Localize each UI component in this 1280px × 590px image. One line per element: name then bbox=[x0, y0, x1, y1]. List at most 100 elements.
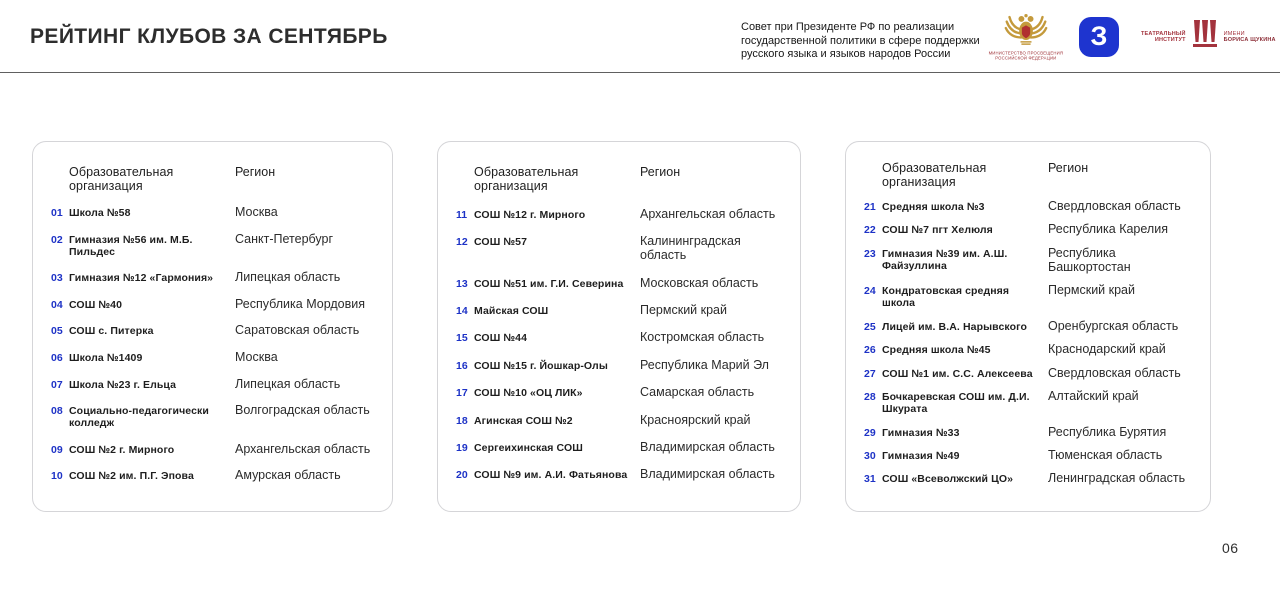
table-row: 15 СОШ №44 Костромская область bbox=[456, 330, 786, 344]
shchukin-institute-logo: ТЕАТРАЛЬНЫЙ ИНСТИТУТ ИМЕНИ bbox=[1141, 19, 1276, 55]
rank-number: 12 bbox=[456, 236, 468, 249]
region-name: Московская область bbox=[640, 275, 759, 290]
organization-name: СОШ №7 пгт Хелюля bbox=[882, 224, 993, 237]
table-row: 17 СОШ №10 «ОЦ ЛИК» Самарская область bbox=[456, 385, 786, 399]
organization-name: СОШ №57 bbox=[474, 236, 528, 249]
region-name: Республика Карелия bbox=[1048, 222, 1168, 237]
organization-name: Агинская СОШ №2 bbox=[474, 414, 573, 427]
organization-name: СОШ №40 bbox=[69, 298, 123, 311]
council-line: государственной политики в сфере поддерж… bbox=[741, 34, 980, 47]
organization-name: Средняя школа №3 bbox=[882, 200, 985, 213]
rank-number: 20 bbox=[456, 469, 468, 482]
table-row: 02 Гимназия №56 им. М.Б. Пильдес Санкт-П… bbox=[51, 232, 378, 258]
rank-number: 16 bbox=[456, 359, 468, 372]
rank-number: 13 bbox=[456, 277, 468, 290]
table-row: 06 Школа №1409 Москва bbox=[51, 350, 378, 364]
rank-number: 23 bbox=[864, 247, 876, 260]
organization-name: Школа №58 bbox=[69, 207, 131, 220]
council-text: Совет при Президенте РФ по реализации го… bbox=[741, 21, 980, 62]
region-name: Республика Марий Эл bbox=[640, 357, 769, 372]
column-header-organization: Образовательная организация bbox=[882, 161, 987, 190]
rank-number: 29 bbox=[864, 426, 876, 439]
table-row: 21 Средняя школа №3 Свердловская область bbox=[864, 199, 1196, 213]
region-name: Оренбургская область bbox=[1048, 318, 1179, 333]
table-row: 01 Школа №58 Москва bbox=[51, 205, 378, 219]
rank-number: 24 bbox=[864, 285, 876, 298]
table-row: 05 СОШ с. Питерка Саратовская область bbox=[51, 323, 378, 337]
table-row: 26 Средняя школа №45 Краснодарский край bbox=[864, 342, 1196, 356]
table-row: 27 СОШ №1 им. С.С. Алексеева Свердловска… bbox=[864, 366, 1196, 380]
organization-name: СОШ «Всеволжский ЦО» bbox=[882, 473, 1014, 486]
region-name: Самарская область bbox=[640, 385, 755, 400]
rating-card: Образовательная организация Регион 01 Шк… bbox=[32, 141, 393, 512]
region-name: Калининградская область bbox=[640, 234, 741, 263]
table-row: 03 Гимназия №12 «Гармония» Липецкая обла… bbox=[51, 270, 378, 284]
organization-name: Гимназия №49 bbox=[882, 449, 960, 462]
rank-number: 18 bbox=[456, 414, 468, 427]
region-name: Пермский край bbox=[1048, 283, 1135, 298]
table-row: 04 СОШ №40 Республика Мордовия bbox=[51, 297, 378, 311]
region-name: Архангельская область bbox=[235, 441, 371, 456]
card-header-row: Образовательная организация Регион bbox=[456, 165, 786, 193]
region-name: Амурская область bbox=[235, 468, 341, 483]
region-name: Свердловская область bbox=[1048, 198, 1181, 213]
table-row: 28 Бочкаревская СОШ им. Д.И. Шкурата Алт… bbox=[864, 389, 1196, 415]
page-title: РЕЙТИНГ КЛУБОВ ЗА СЕНТЯБРЬ bbox=[30, 25, 388, 48]
rank-number: 03 bbox=[51, 272, 63, 285]
rating-card: Образовательная организация Регион 21 Ср… bbox=[845, 141, 1211, 512]
rank-number: 09 bbox=[51, 443, 63, 456]
card-header-row: Образовательная организация Регион bbox=[51, 165, 378, 193]
theater-columns-icon bbox=[1192, 19, 1218, 55]
table-row: 18 Агинская СОШ №2 Красноярский край bbox=[456, 413, 786, 427]
region-name: Тюменская область bbox=[1048, 447, 1163, 462]
page-number: 06 bbox=[1222, 540, 1239, 556]
table-row: 12 СОШ №57 Калининградская область bbox=[456, 234, 786, 262]
z-letter: З bbox=[1090, 20, 1108, 51]
rank-number: 11 bbox=[456, 208, 468, 221]
rank-number: 26 bbox=[864, 344, 876, 357]
rank-number: 17 bbox=[456, 387, 468, 400]
table-row: 25 Лицей им. В.А. Нарывского Оренбургска… bbox=[864, 319, 1196, 333]
organization-name: СОШ №15 г. Йошкар-Олы bbox=[474, 359, 608, 372]
table-row: 30 Гимназия №49 Тюменская область bbox=[864, 448, 1196, 462]
organization-name: СОШ №9 им. А.И. Фатьянова bbox=[474, 469, 628, 482]
table-row: 24 Кондратовская средняя школа Пермский … bbox=[864, 283, 1196, 309]
column-header-region: Регион bbox=[640, 165, 681, 180]
region-name: Липецкая область bbox=[235, 270, 341, 285]
table-row: 11 СОШ №12 г. Мирного Архангельская обла… bbox=[456, 207, 786, 221]
table-row: 14 Майская СОШ Пермский край bbox=[456, 303, 786, 317]
ministry-logo-caption: МИНИСТЕРСТВО ПРОСВЕЩЕНИЯ РОССИЙСКОЙ ФЕДЕ… bbox=[988, 50, 1064, 61]
rank-number: 27 bbox=[864, 367, 876, 380]
organization-name: СОШ №51 им. Г.И. Северина bbox=[474, 277, 624, 290]
ministry-logo: МИНИСТЕРСТВО ПРОСВЕЩЕНИЯ РОССИЙСКОЙ ФЕДЕ… bbox=[989, 12, 1063, 62]
rating-card: Образовательная организация Регион 11 СО… bbox=[437, 141, 801, 512]
region-name: Республика Мордовия bbox=[235, 296, 365, 311]
rank-number: 05 bbox=[51, 325, 63, 338]
organization-name: Гимназия №12 «Гармония» bbox=[69, 272, 214, 285]
rank-number: 14 bbox=[456, 305, 468, 318]
rank-number: 07 bbox=[51, 378, 63, 391]
organization-name: Бочкаревская СОШ им. Д.И. Шкурата bbox=[882, 391, 1030, 416]
region-name: Москва bbox=[235, 350, 278, 365]
rank-number: 01 bbox=[51, 207, 63, 220]
table-row: 13 СОШ №51 им. Г.И. Северина Московская … bbox=[456, 276, 786, 290]
rank-number: 15 bbox=[456, 332, 468, 345]
region-name: Архангельская область bbox=[640, 206, 776, 221]
rank-number: 19 bbox=[456, 442, 468, 455]
region-name: Санкт-Петербург bbox=[235, 231, 334, 246]
organization-name: СОШ №44 bbox=[474, 332, 528, 345]
rank-number: 31 bbox=[864, 473, 876, 486]
region-name: Республика Башкортостан bbox=[1048, 245, 1131, 274]
organization-name: СОШ №10 «ОЦ ЛИК» bbox=[474, 387, 583, 400]
region-name: Красноярский край bbox=[640, 412, 751, 427]
region-name: Ленинградская область bbox=[1048, 471, 1186, 486]
rank-number: 02 bbox=[51, 233, 63, 246]
organization-name: СОШ №12 г. Мирного bbox=[474, 208, 586, 221]
rank-number: 25 bbox=[864, 320, 876, 333]
region-name: Москва bbox=[235, 205, 278, 220]
rank-number: 06 bbox=[51, 352, 63, 365]
rank-number: 21 bbox=[864, 200, 876, 213]
organization-name: Средняя школа №45 bbox=[882, 344, 991, 357]
region-name: Липецкая область bbox=[235, 376, 341, 391]
